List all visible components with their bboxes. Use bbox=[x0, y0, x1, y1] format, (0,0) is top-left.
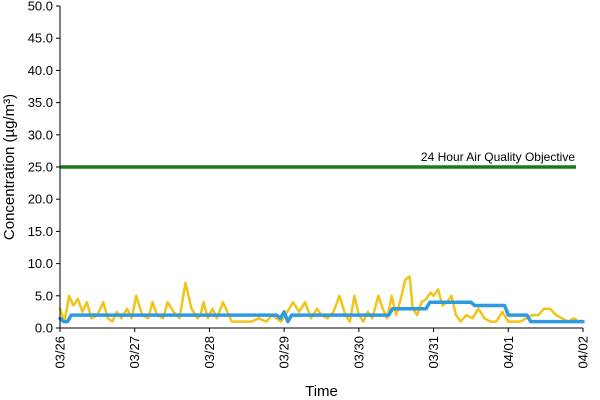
x-tick-label: 04/02 bbox=[576, 336, 591, 369]
series-line-2 bbox=[58, 300, 585, 324]
reference-line-label: 24 Hour Air Quality Objective bbox=[421, 150, 575, 164]
x-tick-label: 03/30 bbox=[351, 336, 366, 369]
y-tick-label: 50.0 bbox=[28, 0, 53, 14]
y-tick-label: 40.0 bbox=[28, 63, 53, 78]
x-tick-label: 04/01 bbox=[501, 336, 516, 369]
y-tick-label: 30.0 bbox=[28, 127, 53, 142]
y-tick-label: 35.0 bbox=[28, 95, 53, 110]
x-tick-label: 03/29 bbox=[277, 336, 292, 369]
x-axis-title: Time bbox=[305, 383, 338, 400]
y-tick-label: 20.0 bbox=[28, 192, 53, 207]
y-axis-title: Concentration (µg/m³) bbox=[1, 94, 18, 240]
y-tick-label: 5.0 bbox=[35, 288, 53, 303]
y-axis-ticks: 0.0 5.0 10.0 15.0 20.0 25.0 30.0 35.0 40.0 45.0 50… bbox=[28, 0, 60, 336]
x-tick-label: 03/28 bbox=[202, 336, 217, 369]
x-axis-ticks: 03/26 03/27 03/28 03/29 03/30 03/31 04/01 04/02 bbox=[53, 328, 591, 369]
y-tick-label: 45.0 bbox=[28, 31, 53, 46]
y-tick-label: 25.0 bbox=[28, 160, 53, 175]
plot-area: 24 Hour Air Quality Objective bbox=[58, 150, 585, 324]
x-tick-label: 03/26 bbox=[53, 336, 68, 369]
y-tick-label: 0.0 bbox=[35, 321, 53, 336]
x-tick-label: 03/31 bbox=[426, 336, 441, 369]
x-tick-label: 03/27 bbox=[127, 336, 142, 369]
y-tick-label: 10.0 bbox=[28, 256, 53, 271]
y-tick-label: 15.0 bbox=[28, 224, 53, 239]
